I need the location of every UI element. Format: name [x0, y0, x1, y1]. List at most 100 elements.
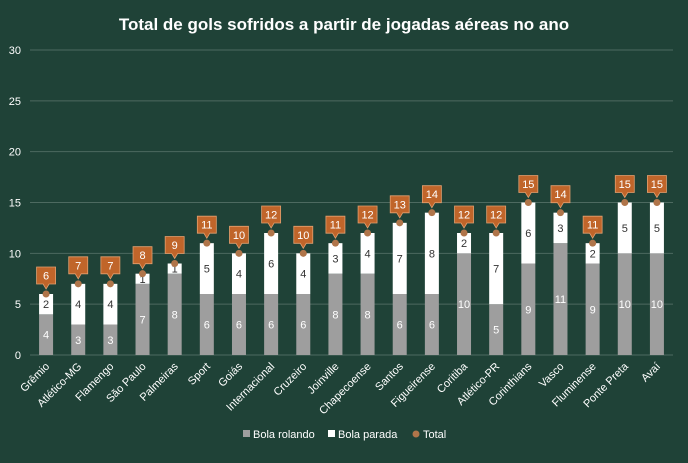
- total-marker-goias: [235, 249, 243, 257]
- data-label-bola-parada-sao-paulo: 1: [139, 274, 145, 286]
- data-label-total-atletico-pr: 12: [490, 210, 502, 222]
- data-label-bola-rolando-cruzeiro: 6: [300, 320, 306, 332]
- data-label-bola-parada-santos: 7: [397, 253, 403, 265]
- x-tick-label-cruzeiro: Cruzeiro: [272, 361, 310, 399]
- data-label-bola-rolando-fluminense: 9: [590, 304, 596, 316]
- data-label-bola-rolando-santos: 6: [397, 320, 403, 332]
- data-label-bola-rolando-sao-paulo: 7: [139, 314, 145, 326]
- x-tick-label-avai: Avaí: [639, 361, 663, 385]
- y-axis-ticks: 0 5 10 15 20 25 30: [9, 45, 21, 362]
- y-tick-label-30: 30: [9, 45, 21, 57]
- data-label-total-avai: 15: [651, 179, 663, 191]
- bar-bola-parada-vasco: [553, 212, 568, 244]
- bar-bola-rolando-sport: [199, 294, 214, 355]
- data-label-bola-parada-flamengo: 4: [107, 299, 113, 311]
- data-label-bola-parada-atletico-pr: 7: [493, 264, 499, 276]
- data-label-bola-rolando-goias: 6: [236, 320, 242, 332]
- bar-bola-rolando-fluminense: [585, 263, 600, 355]
- total-marker-palmeiras: [171, 260, 179, 267]
- y-tick-label-10: 10: [9, 248, 21, 260]
- bar-bola-rolando-joinville: [328, 273, 343, 355]
- total-callout-fluminense: [582, 215, 603, 239]
- total-marker-internacional: [267, 229, 275, 237]
- data-label-total-chapecoense: 12: [361, 210, 373, 222]
- bar-bola-parada-cruzeiro: [296, 253, 311, 294]
- total-callout-atletico-pr: [486, 205, 507, 229]
- data-label-total-gremio: 6: [43, 271, 49, 283]
- bar-bola-parada-chapecoense: [360, 233, 375, 274]
- total-callout-atletico-mg: [68, 256, 89, 280]
- total-callout-sao-paulo: [132, 246, 153, 270]
- bar-bola-parada-corinthians: [521, 202, 536, 264]
- data-label-total-ponte-preta: 15: [619, 179, 631, 191]
- data-label-bola-parada-palmeiras: 1: [172, 264, 178, 276]
- bars: 4 2 3 4 3 4 7 1 8 1 6 5 6 4 6 6 6 4 8 3 8 4 6 7 6 8 10 2 5 7 9 6 11 3 9 2 10…: [39, 202, 664, 355]
- data-label-bola-rolando-corinthians: 9: [525, 304, 531, 316]
- data-label-bola-parada-fluminense: 2: [590, 248, 596, 260]
- data-label-bola-rolando-avai: 10: [651, 299, 663, 311]
- data-label-total-atletico-mg: 7: [75, 260, 81, 272]
- total-callout-figueirense: [421, 185, 442, 209]
- total-marker-corinthians: [524, 199, 532, 206]
- total-callout-avai: [647, 175, 667, 199]
- data-label-bola-parada-internacional: 6: [268, 259, 274, 271]
- bar-bola-rolando-flamengo: [103, 324, 118, 355]
- total-callout-goias: [229, 225, 249, 250]
- chart-title: Total de gols sofridos a partir de jogad…: [119, 15, 569, 34]
- x-tick-label-goias: Goiás: [216, 360, 245, 389]
- y-tick-label-20: 20: [9, 147, 21, 159]
- bar-bola-parada-internacional: [264, 233, 279, 294]
- data-label-bola-parada-sport: 5: [204, 264, 210, 276]
- total-callout-corinthians: [518, 175, 539, 199]
- bar-bola-rolando-internacional: [264, 294, 279, 355]
- total-marker-gremio: [42, 290, 50, 298]
- bar-bola-rolando-vasco: [553, 243, 568, 355]
- y-tick-label-0: 0: [15, 350, 21, 362]
- bar-bola-rolando-ponte-preta: [617, 253, 632, 355]
- y-tick-label-15: 15: [9, 198, 21, 210]
- total-callout-internacional: [261, 205, 282, 229]
- total-callout-sport: [196, 215, 217, 239]
- bar-bola-rolando-coritiba: [457, 253, 472, 355]
- data-label-bola-parada-joinville: 3: [332, 253, 338, 265]
- bar-bola-rolando-santos: [392, 294, 407, 355]
- total-marker-coritiba: [460, 229, 468, 237]
- data-label-bola-rolando-internacional: 6: [268, 320, 274, 332]
- total-marker-figueirense: [428, 209, 436, 217]
- x-tick-label-vasco: Vasco: [537, 361, 567, 391]
- bar-bola-parada-joinville: [328, 243, 343, 274]
- total-callout-vasco: [550, 185, 571, 209]
- total-callout-chapecoense: [357, 205, 378, 229]
- total-marker-chapecoense: [364, 229, 372, 237]
- data-label-bola-parada-figueirense: 8: [429, 248, 435, 260]
- total-marker-atletico-mg: [74, 280, 82, 288]
- data-label-bola-rolando-joinville: 8: [332, 309, 338, 321]
- total-callout-flamengo: [100, 256, 121, 280]
- data-label-bola-rolando-flamengo: 3: [107, 335, 113, 347]
- total-marker-fluminense: [589, 239, 597, 247]
- data-label-total-fluminense: 11: [587, 220, 598, 232]
- bar-bola-rolando-atletico-mg: [71, 324, 86, 355]
- legend-label-total: Total: [423, 429, 446, 441]
- total-marker-cruzeiro: [299, 249, 307, 257]
- bar-bola-parada-goias: [231, 253, 246, 294]
- data-label-total-flamengo: 7: [107, 260, 113, 272]
- data-label-total-joinville: 11: [330, 220, 341, 232]
- data-label-bola-rolando-coritiba: 10: [458, 299, 470, 311]
- bar-bola-parada-fluminense: [585, 243, 600, 264]
- bar-bola-rolando-figueirense: [424, 294, 439, 355]
- data-label-total-goias: 10: [233, 230, 245, 242]
- bar-bola-parada-santos: [392, 222, 407, 294]
- bar-bola-rolando-gremio: [39, 314, 54, 355]
- total-marker-vasco: [556, 209, 564, 217]
- data-label-total-vasco: 14: [554, 189, 566, 201]
- data-label-total-sport: 11: [201, 220, 212, 232]
- total-marker-joinville: [331, 239, 339, 247]
- data-label-total-palmeiras: 9: [172, 240, 178, 252]
- data-label-bola-rolando-ponte-preta: 10: [619, 299, 631, 311]
- bar-bola-rolando-chapecoense: [360, 273, 375, 355]
